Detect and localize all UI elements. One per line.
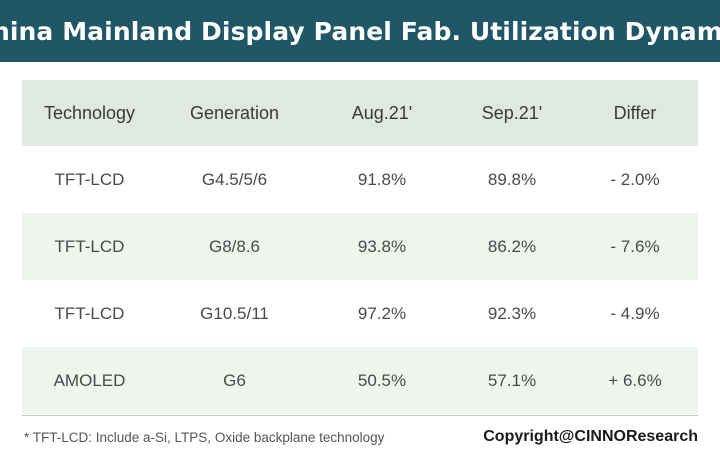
cell-generation: G8/8.6 [208, 236, 261, 256]
cell-technology: TFT-LCD [54, 169, 125, 189]
page-title: China Mainland Display Panel Fab. Utiliz… [0, 16, 720, 46]
utilization-table: Technology Generation Aug.21' Sep.21' Di… [22, 80, 698, 414]
cell-aug: 50.5% [357, 370, 407, 390]
column-header-generation: Generation [189, 102, 280, 123]
title-bar: China Mainland Display Panel Fab. Utiliz… [0, 0, 720, 62]
cell-sep: 92.3% [487, 303, 537, 323]
footnote: * TFT-LCD: Include a-Si, LTPS, Oxide bac… [24, 430, 385, 445]
table-row: TFT-LCD G4.5/5/6 91.8% 89.8% - 2.0% [22, 146, 698, 213]
cell-generation: G10.5/11 [200, 303, 269, 323]
cell-differ: - 4.9% [610, 303, 660, 323]
cell-differ: + 6.6% [608, 370, 662, 390]
table-header-row: Technology Generation Aug.21' Sep.21' Di… [22, 80, 698, 146]
utilization-table-container: Technology Generation Aug.21' Sep.21' Di… [22, 80, 698, 414]
cell-aug: 97.2% [357, 303, 407, 323]
cell-technology: TFT-LCD [54, 236, 125, 256]
cell-technology: TFT-LCD [54, 303, 125, 323]
cell-generation: G4.5/5/6 [201, 169, 268, 189]
cell-differ: - 7.6% [610, 236, 660, 256]
cell-aug: 91.8% [357, 169, 407, 189]
table-row: TFT-LCD G10.5/11 97.2% 92.3% - 4.9% [22, 280, 698, 347]
copyright-notice: Copyright@CINNOResearch [483, 428, 698, 445]
column-header-differ: Differ [613, 102, 657, 123]
table-row: TFT-LCD G8/8.6 93.8% 86.2% - 7.6% [22, 213, 698, 280]
table-bottom-divider [22, 415, 698, 416]
cell-generation: G6 [223, 370, 246, 390]
column-header-technology: Technology [43, 102, 136, 123]
cell-sep: 57.1% [487, 370, 537, 390]
column-header-aug: Aug.21' [351, 102, 413, 123]
table-row: AMOLED G6 50.5% 57.1% + 6.6% [22, 347, 698, 414]
cell-differ: - 2.0% [610, 169, 660, 189]
cell-technology: AMOLED [53, 370, 126, 390]
column-header-sep: Sep.21' [481, 102, 543, 123]
cell-aug: 93.8% [357, 236, 407, 256]
cell-sep: 86.2% [487, 236, 537, 256]
cell-sep: 89.8% [487, 169, 537, 189]
